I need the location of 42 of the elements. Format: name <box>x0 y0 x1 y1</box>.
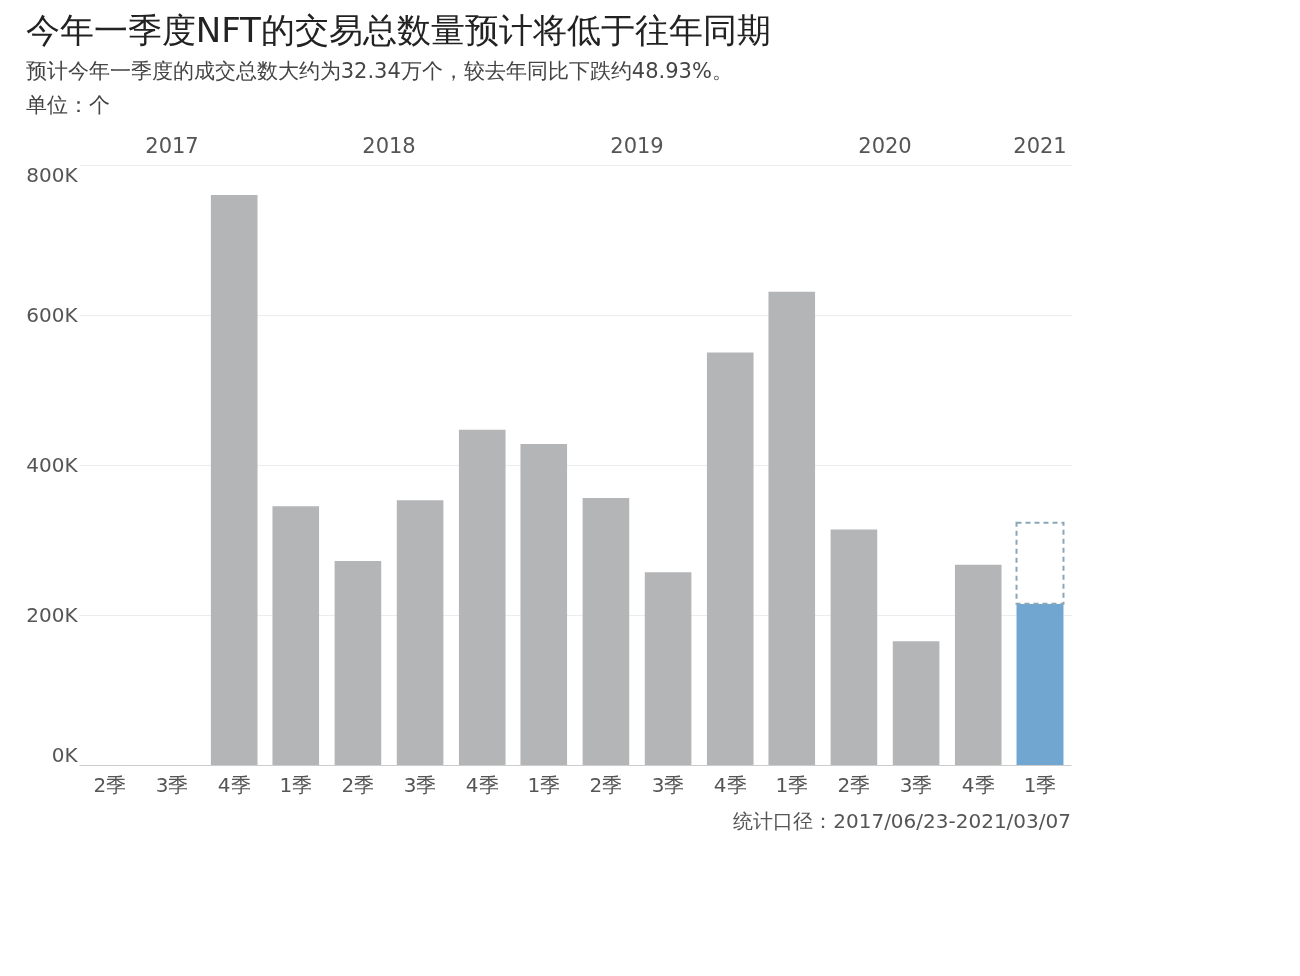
x-tick-label: 4季 <box>713 772 747 797</box>
bar <box>272 506 320 765</box>
bar <box>644 572 692 765</box>
bar <box>334 561 382 765</box>
y-tick-label: 600K <box>26 302 79 327</box>
text: 预计今年一季度的成交总数大约为32.34万个，较去年同比下跌约48.93%。 <box>25 59 733 83</box>
y-tick-label: 400K <box>26 452 79 477</box>
x-tick-label: 2季 <box>589 772 623 797</box>
x-tick-label: 3季 <box>403 772 437 797</box>
x-tick-label: 2季 <box>837 772 871 797</box>
x-tick-label: 1季 <box>527 772 561 797</box>
bar <box>768 291 816 765</box>
bar <box>520 444 568 765</box>
x-axis-title: 2018 <box>362 134 416 158</box>
bar <box>954 564 1002 765</box>
x-tick-label: 3季 <box>155 772 189 797</box>
x-axis-title: 2021 <box>1013 134 1067 158</box>
x-axis-title: 2017 <box>145 134 199 158</box>
x-tick-label: 1季 <box>775 772 809 797</box>
bar <box>582 498 630 765</box>
bar <box>458 429 506 765</box>
bar <box>830 529 878 765</box>
x-tick-label: 4季 <box>217 772 251 797</box>
bar <box>892 641 940 765</box>
bar <box>396 500 444 765</box>
text: 今年一季度NFT的交易总数量预计将低于往年同期 <box>25 10 771 50</box>
x-tick-label: 2季 <box>341 772 375 797</box>
y-tick-label: 800K <box>26 162 79 187</box>
x-tick-label: 1季 <box>1023 772 1057 797</box>
x-tick-label: 3季 <box>899 772 933 797</box>
y-tick-label: 0K <box>51 742 79 767</box>
bar <box>706 352 754 765</box>
text: 统计口径：2017/06/23-2021/03/07 <box>733 809 1071 833</box>
x-tick-label: 3季 <box>651 772 685 797</box>
y-tick-label: 200K <box>26 602 79 627</box>
x-tick-label: 1季 <box>279 772 313 797</box>
y-axis-title: 单位：个 <box>25 93 110 117</box>
x-tick-label: 2季 <box>93 772 127 797</box>
x-axis-title: 2020 <box>858 134 912 158</box>
x-tick-label: 4季 <box>961 772 995 797</box>
x-axis-title: 2019 <box>610 134 664 158</box>
x-tick-label: 4季 <box>465 772 499 797</box>
